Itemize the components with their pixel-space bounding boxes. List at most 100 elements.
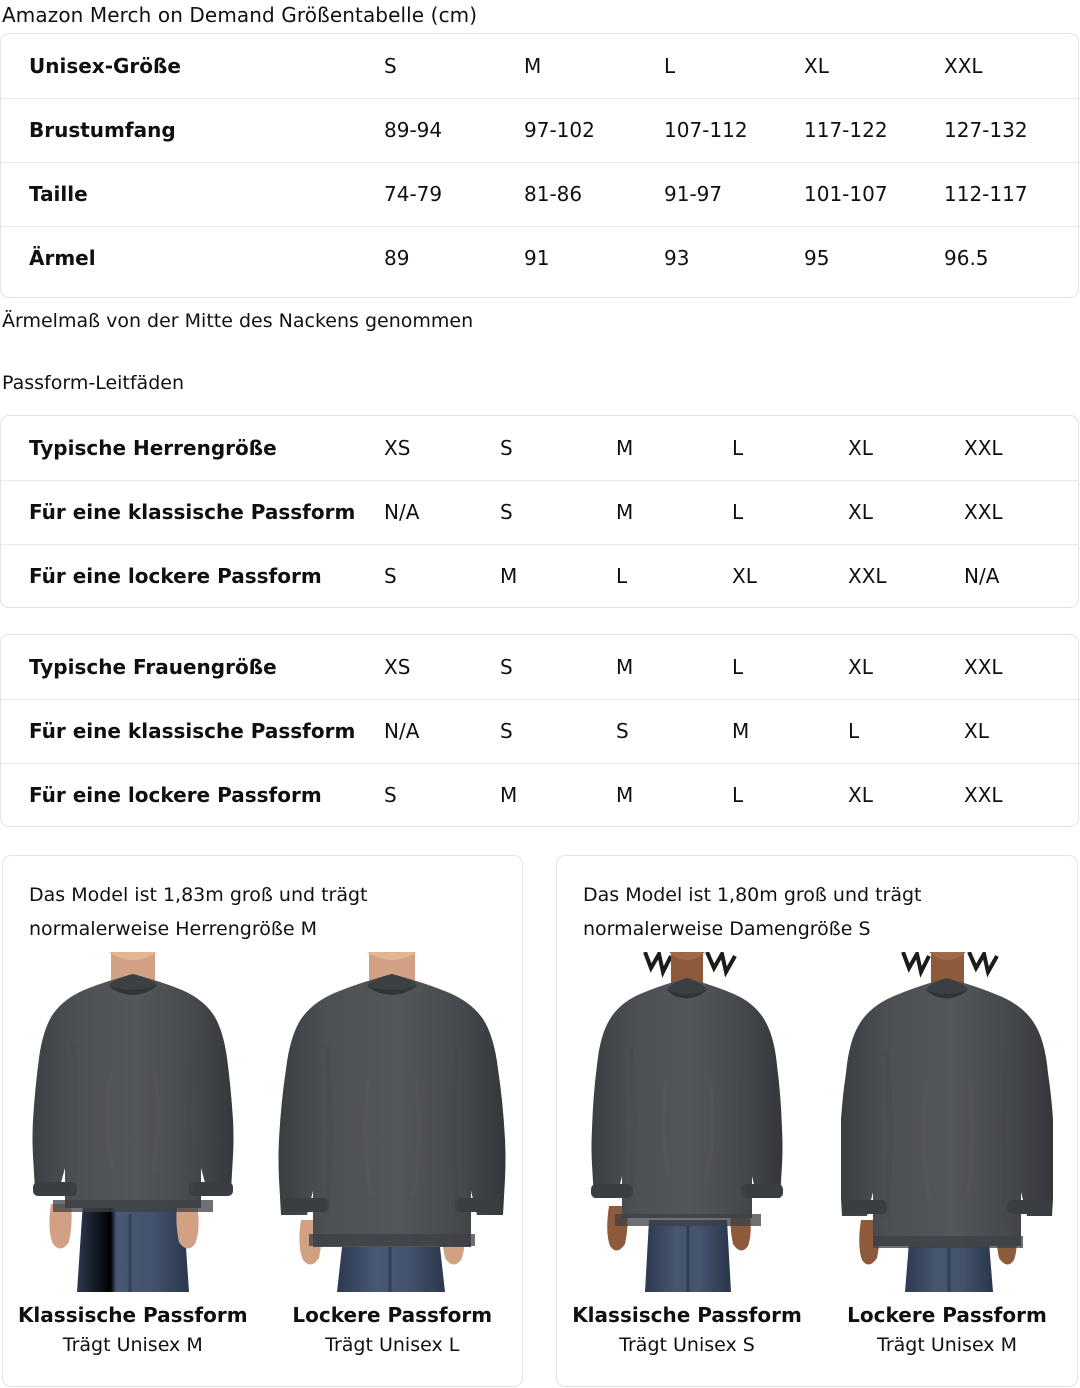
fit-title: Klassische Passform <box>572 1303 802 1327</box>
table-row: Ärmel 89 91 93 95 96.5 <box>1 226 1078 290</box>
row-label: Für eine klassische Passform <box>1 699 384 764</box>
row-label: Für eine lockere Passform <box>29 783 322 808</box>
cell-6: XXL <box>964 480 1078 545</box>
cell-1: N/A <box>384 699 500 764</box>
cell-l: 107-112 <box>664 98 804 163</box>
womens-fit-labels: Klassische Passform Trägt Unisex S Locke… <box>557 1300 1077 1360</box>
cell-3: M <box>616 635 732 700</box>
cell-3: M <box>616 783 634 808</box>
womens-model-card: Das Model ist 1,80m groß und trägt norma… <box>556 855 1078 1387</box>
fit-title: Lockere Passform <box>292 1303 493 1327</box>
cell-5: XL <box>848 783 873 808</box>
row-label: Für eine klassische Passform <box>1 480 384 545</box>
mens-fit-guide-table: Typische Herrengröße XS S M L XL XXL Für… <box>0 415 1079 608</box>
cell-2: M <box>500 783 518 808</box>
cell-4: L <box>732 783 744 808</box>
cell-4: L <box>732 480 848 545</box>
fit-guides-label: Passform-Leitfäden <box>2 372 184 394</box>
cell-2: S <box>500 699 616 764</box>
mens-model-caption: Das Model ist 1,83m groß und trägt norma… <box>29 878 368 946</box>
fit-title: Lockere Passform <box>847 1303 1047 1327</box>
row-label: Brustumfang <box>1 98 384 163</box>
cell-xl: 101-107 <box>804 162 944 227</box>
cell-1: N/A <box>384 480 500 545</box>
cell-xxl: XXL <box>944 34 1078 99</box>
table-row: Für eine lockere Passform S M M L XL XXL <box>1 763 1078 826</box>
cell-6: XXL <box>964 635 1078 700</box>
table-row: Für eine lockere Passform S M L XL XXL N… <box>1 544 1078 607</box>
cell-1: XS <box>384 635 500 700</box>
cell-xl: XL <box>804 34 944 99</box>
row-label: Ärmel <box>29 246 96 271</box>
male-model-relaxed-fit-photo <box>277 952 507 1292</box>
cell-4: XL <box>732 564 757 589</box>
cell-5: XL <box>848 416 964 481</box>
cell-2: M <box>500 564 518 589</box>
cell-1: XS <box>384 416 500 481</box>
cell-2: S <box>500 416 616 481</box>
cell-l: L <box>664 34 804 99</box>
fit-label-relaxed: Lockere Passform Trägt Unisex M <box>817 1300 1077 1360</box>
cell-xxl: 127-132 <box>944 98 1078 163</box>
caption-line-2: normalerweise Damengröße S <box>583 918 871 940</box>
womens-fit-guide-table: Typische Frauengröße XS S M L XL XXL Für… <box>0 634 1079 827</box>
cell-6: XXL <box>964 783 1003 808</box>
cell-s: 74-79 <box>384 162 524 227</box>
cell-3: S <box>616 699 732 764</box>
cell-m: M <box>524 34 664 99</box>
caption-line-1: Das Model ist 1,83m groß und trägt <box>29 884 368 906</box>
figure-slot-relaxed <box>817 952 1077 1292</box>
caption-line-2: normalerweise Herrengröße M <box>29 918 317 940</box>
cell-l: 93 <box>664 246 690 271</box>
cell-s: 89-94 <box>384 98 524 163</box>
row-label: Unisex-Größe <box>1 34 384 99</box>
female-model-relaxed-fit-photo <box>841 952 1053 1292</box>
mens-model-card: Das Model ist 1,83m groß und trägt norma… <box>2 855 523 1387</box>
cell-4: L <box>732 635 848 700</box>
cell-l: 91-97 <box>664 162 804 227</box>
table-row: Typische Frauengröße XS S M L XL XXL <box>1 635 1078 700</box>
cell-m: 81-86 <box>524 162 664 227</box>
cell-1: S <box>384 564 397 589</box>
fit-subtitle: Trägt Unisex M <box>877 1334 1017 1356</box>
cell-m: 91 <box>524 246 550 271</box>
cell-5: XL <box>848 635 964 700</box>
row-label: Typische Frauengröße <box>1 635 384 700</box>
cell-s: S <box>384 34 524 99</box>
cell-3: M <box>616 416 732 481</box>
womens-model-caption: Das Model ist 1,80m groß und trägt norma… <box>583 878 922 946</box>
fit-subtitle: Trägt Unisex L <box>325 1334 460 1356</box>
figure-slot-classic <box>557 952 817 1292</box>
fit-title: Klassische Passform <box>17 1303 248 1327</box>
cell-6: XL <box>964 699 1078 764</box>
cell-xxl: 96.5 <box>944 246 989 271</box>
mens-model-figures <box>3 952 522 1292</box>
fit-subtitle: Trägt Unisex M <box>62 1334 203 1356</box>
cell-4: L <box>732 416 848 481</box>
row-label: Taille <box>1 162 384 227</box>
row-label: Für eine lockere Passform <box>29 564 322 589</box>
cell-xxl: 112-117 <box>944 162 1078 227</box>
fit-label-classic: Klassische Passform Trägt Unisex S <box>557 1300 817 1360</box>
cell-1: S <box>384 783 397 808</box>
cell-xl: 95 <box>804 246 830 271</box>
sleeve-measurement-note: Ärmelmaß von der Mitte des Nackens genom… <box>2 310 474 332</box>
cell-3: M <box>616 480 732 545</box>
cell-3: L <box>616 564 628 589</box>
womens-model-figures <box>557 952 1077 1292</box>
row-label: Typische Herrengröße <box>1 416 384 481</box>
female-model-classic-fit-photo <box>587 952 787 1292</box>
cell-5: XL <box>848 480 964 545</box>
table-row: Brustumfang 89-94 97-102 107-112 117-122… <box>1 98 1078 163</box>
cell-s: 89 <box>384 246 410 271</box>
cell-6: XXL <box>964 416 1078 481</box>
cell-m: 97-102 <box>524 98 664 163</box>
cell-5: L <box>848 699 964 764</box>
mens-fit-labels: Klassische Passform Trägt Unisex M Locke… <box>3 1300 522 1360</box>
caption-line-1: Das Model ist 1,80m groß und trägt <box>583 884 922 906</box>
table-row: Typische Herrengröße XS S M L XL XXL <box>1 416 1078 481</box>
cell-2: S <box>500 635 616 700</box>
cell-5: XXL <box>848 564 887 589</box>
male-model-classic-fit-photo <box>25 952 241 1292</box>
